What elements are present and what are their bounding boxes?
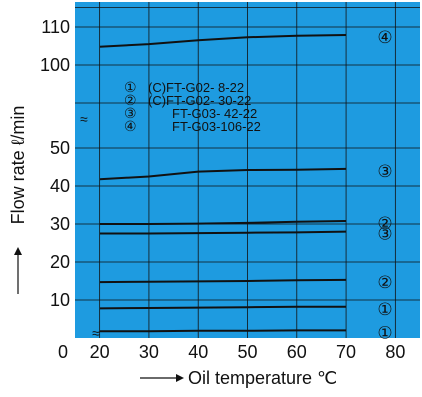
series-line <box>99 329 347 333</box>
y-tick-label: 100 <box>40 55 70 75</box>
x-tick-label: 70 <box>336 342 356 362</box>
legend-label: FT-G03- 42-22 <box>172 106 257 121</box>
legend-mark: ① <box>124 79 137 95</box>
series-end-label: ④ <box>377 28 392 47</box>
series-end-label: ① <box>377 323 392 342</box>
y-tick-label: 50 <box>50 138 70 158</box>
x-tick-label: 30 <box>139 342 159 362</box>
series-end-label: ③ <box>377 225 392 244</box>
y-axis-arrow-head <box>14 247 22 255</box>
legend-label: (C)FT-G02- 30-22 <box>148 93 251 108</box>
series-end-label: ③ <box>377 162 392 181</box>
x-tick-label: 40 <box>188 342 208 362</box>
y-tick-label: 40 <box>50 176 70 196</box>
x-tick-label: 80 <box>385 342 405 362</box>
legend-mark: ④ <box>124 118 137 134</box>
series-line <box>99 167 347 181</box>
x-tick-label: 20 <box>90 342 110 362</box>
axis-break-symbol: ≈ <box>92 325 100 341</box>
x-axis-arrow-head <box>176 374 184 382</box>
series-line <box>99 278 347 284</box>
grid <box>75 2 420 338</box>
legend-label: FT-G03-106-22 <box>172 119 261 134</box>
y-tick-label: 30 <box>50 214 70 234</box>
y-axis-label: Flow rate ℓ/min <box>8 106 28 225</box>
axes: ≈ ≈10 20 30 40 50 100 110 0 20 30 40 50 60 70 80 Oil tem… <box>8 17 405 388</box>
y-tick-label: 110 <box>41 17 70 37</box>
series-line <box>99 220 347 225</box>
series-line <box>99 305 347 310</box>
y-tick-label: 10 <box>50 290 70 310</box>
axis-break-symbol: ≈ <box>80 111 88 127</box>
legend-mark: ② <box>124 92 137 108</box>
y-tick-label: 20 <box>50 252 70 272</box>
series-end-label: ① <box>377 300 392 319</box>
series-line <box>99 34 347 48</box>
x-axis-label: Oil temperature ℃ <box>188 368 337 388</box>
legend: ① (C)FT-G02- 8-22 ② (C)FT-G02- 30-22 ③ FT-G03… <box>124 79 261 134</box>
series-end-label: ② <box>377 273 392 292</box>
legend-mark: ③ <box>124 105 137 121</box>
series-line <box>99 230 347 235</box>
series-end-label: ② <box>377 214 392 233</box>
x-tick-label: 60 <box>287 342 307 362</box>
legend-label: (C)FT-G02- 8-22 <box>148 80 244 95</box>
x-tick-label: 0 <box>58 342 68 362</box>
x-tick-label: 50 <box>237 342 257 362</box>
